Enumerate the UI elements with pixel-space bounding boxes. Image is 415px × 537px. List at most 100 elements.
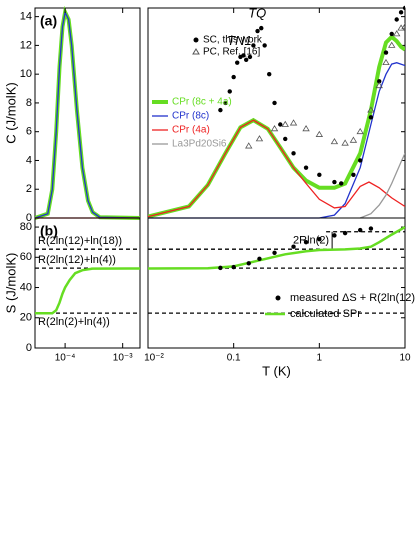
data-point	[339, 181, 344, 186]
reference-label: R(2ln(12)+ln(18))	[38, 235, 122, 247]
data-point	[262, 43, 267, 48]
panel-label: (a)	[40, 13, 57, 29]
axes-frame	[34, 217, 141, 349]
reference-label: R(2ln(12)+ln(4))	[38, 254, 116, 266]
y-tick-label: 2	[26, 183, 32, 195]
data-point	[251, 43, 256, 48]
data-point	[270, 125, 279, 132]
data-point	[358, 158, 363, 163]
data-point	[243, 57, 249, 62]
data-point	[341, 139, 349, 146]
data-point	[315, 130, 324, 137]
data-point	[235, 60, 240, 65]
data-line	[35, 10, 405, 219]
data-point	[267, 71, 272, 77]
annotation: TQ	[248, 6, 266, 21]
y-axis-label: C (J/molK)	[3, 82, 18, 143]
data-point	[397, 24, 405, 31]
y-axis-label: S (J/molK)	[3, 253, 18, 314]
data-point	[231, 264, 236, 270]
data-point	[291, 151, 296, 156]
y-tick-label: 0	[26, 212, 32, 224]
data-point	[401, 22, 405, 30]
data-point	[317, 236, 322, 242]
reference-label: R(2ln(2)+ln(4))	[38, 316, 110, 328]
data-point	[388, 41, 396, 48]
data-point	[259, 25, 264, 31]
y-tick-label: 0	[26, 342, 32, 354]
arrow-label: 2Rln(2)	[293, 234, 329, 246]
legend-label: calculated SPr	[290, 308, 361, 320]
data-point	[351, 172, 356, 178]
x-tick-label: 10⁻³	[113, 353, 133, 364]
data-point	[278, 122, 283, 127]
legend-label: La3Pd20Si6	[172, 139, 227, 150]
x-tick-label: 10⁻²	[144, 353, 164, 364]
data-line	[359, 153, 405, 219]
data-point	[246, 261, 251, 266]
y-tick-label: 10	[20, 68, 32, 80]
data-point	[368, 226, 374, 231]
y-tick-label: 14	[20, 11, 32, 23]
data-point	[255, 135, 264, 142]
y-tick-label: 20	[20, 312, 32, 324]
data-point	[272, 100, 277, 106]
data-point	[332, 179, 337, 185]
legend-marker	[192, 48, 200, 55]
legend-label: PC, Ref. [16]	[203, 47, 260, 58]
y-tick-label: 4	[26, 154, 32, 166]
data-point	[317, 172, 322, 178]
y-tick-label: 60	[20, 251, 32, 263]
data-point	[283, 136, 288, 142]
data-point	[356, 127, 364, 135]
data-point	[272, 250, 277, 255]
y-tick-label: 6	[26, 126, 32, 138]
data-point	[398, 10, 404, 15]
data-point	[342, 230, 348, 236]
legend-label: SC, this work	[203, 35, 263, 46]
y-tick-label: 12	[20, 39, 32, 51]
data-point	[291, 244, 296, 249]
legend-label: measured ΔS + R(2ln(12)+ln(4))	[290, 292, 415, 304]
legend-label: CPr (4a)	[172, 125, 210, 136]
data-point	[303, 165, 309, 170]
data-point	[281, 120, 289, 127]
data-point	[383, 50, 389, 55]
data-point	[392, 30, 401, 37]
annotation: TN1	[227, 33, 252, 48]
data-point	[302, 125, 310, 132]
axes-frame	[147, 217, 406, 349]
legend-label: CPr (8c + 4a)	[172, 97, 232, 108]
data-point	[332, 233, 337, 238]
data-point	[367, 106, 375, 113]
data-point	[255, 28, 260, 34]
data-point	[330, 137, 339, 145]
data-point	[303, 239, 309, 245]
x-tick-label: 10⁻⁴	[55, 353, 76, 364]
legend-marker	[275, 295, 281, 301]
data-point	[223, 100, 228, 106]
x-tick-label: 0.1	[227, 353, 241, 364]
data-point	[218, 265, 223, 271]
y-tick-label: 40	[20, 281, 32, 293]
data-point	[389, 31, 394, 37]
legend-marker	[193, 37, 199, 43]
data-point	[382, 58, 390, 66]
data-point	[375, 81, 383, 89]
legend-label: CPr (8c)	[172, 111, 209, 122]
x-axis-label: T (K)	[262, 363, 291, 378]
data-point	[289, 119, 298, 126]
panel-label: (b)	[40, 223, 58, 239]
data-point	[245, 142, 253, 149]
y-tick-label: 80	[20, 221, 32, 233]
y-tick-label: 8	[26, 97, 32, 109]
data-point	[241, 53, 246, 58]
x-tick-label: 10	[399, 353, 411, 364]
data-point	[368, 115, 374, 120]
data-point	[257, 256, 262, 262]
x-tick-label: 1	[317, 353, 323, 364]
data-point	[218, 107, 223, 113]
data-point	[394, 17, 399, 22]
data-point	[227, 89, 232, 94]
